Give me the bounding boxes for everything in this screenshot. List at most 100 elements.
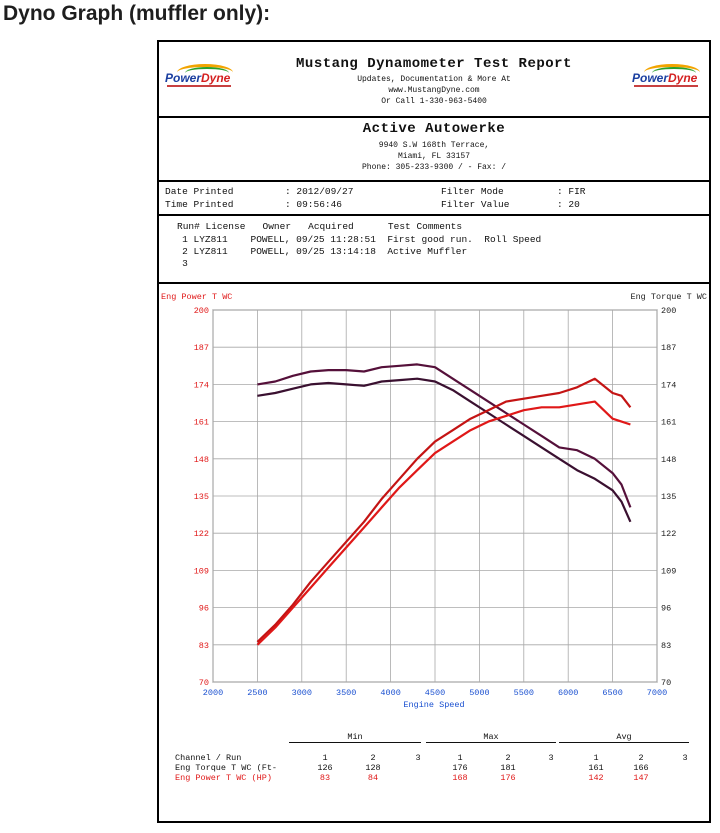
- y-tick-label-right: 148: [661, 455, 676, 465]
- filter-mode-value: : FIR: [557, 186, 586, 197]
- y-tick-label-right: 122: [661, 529, 676, 539]
- stats-cell: 84: [367, 773, 379, 783]
- dyno-chart: 2000 2500 3000 3500 4000 4500 5000 5500 6000 6500…: [161, 292, 707, 710]
- filter-value-value: : 20: [557, 199, 580, 210]
- report-title: Mustang Dynamometer Test Report: [296, 56, 572, 72]
- logo-swoosh-icon: [177, 64, 233, 81]
- y-tick-label-left: 174: [194, 380, 209, 390]
- y-tick-label-right: 161: [661, 418, 676, 428]
- stats-group-label: Avg: [616, 732, 632, 742]
- stats-group-rule: [559, 742, 689, 743]
- time-printed-label: Time Printed: [165, 199, 234, 210]
- chart-ticks: 2000 2500 3000 3500 4000 4500 5000 5500 6000 6500…: [194, 306, 677, 698]
- y-tick-label-left: 83: [199, 641, 209, 651]
- stats-header-label: Channel / Run: [175, 753, 242, 763]
- y-tick-label-left: 96: [199, 604, 209, 614]
- x-tick-label: 5500: [514, 688, 534, 698]
- time-printed-value: : 09:56:46: [285, 199, 343, 210]
- print-info-block: Date Printed : 2012/09/27 Time Printed :…: [159, 180, 709, 216]
- stats-cell: 83: [319, 773, 331, 783]
- stats-header-col: 2: [505, 753, 511, 763]
- y-tick-label-left: 161: [194, 418, 209, 428]
- y-tick-label-left: 122: [194, 529, 209, 539]
- stats-cell: 142: [588, 773, 604, 783]
- run-row: 2 LYZ811 POWELL, 09/25 13:14:18 Active M…: [165, 246, 468, 257]
- y-tick-label-right: 200: [661, 306, 676, 316]
- x-axis-label: Engine Speed: [403, 700, 464, 710]
- x-tick-label: 4500: [425, 688, 445, 698]
- report-header: PowerDyne Mustang Dynamometer Test Repor…: [159, 42, 709, 118]
- logo-swoosh-icon: [652, 67, 696, 79]
- report-subtitle-3: Or Call 1-330-963-5400: [381, 97, 487, 106]
- powerdyne-logo-left: PowerDyne: [165, 64, 235, 90]
- x-tick-label: 5000: [469, 688, 489, 698]
- date-printed-label: Date Printed: [165, 186, 234, 197]
- y-tick-label-right: 135: [661, 492, 676, 502]
- stats-cell: 161: [588, 763, 604, 773]
- y-tick-label-right: 83: [661, 641, 671, 651]
- stats-cell: 126: [317, 763, 333, 773]
- stats-group-label: Min: [347, 732, 363, 742]
- logo-underline: [167, 85, 231, 87]
- stats-cell: 166: [633, 763, 649, 773]
- run-row: 1 LYZ811 POWELL, 09/25 11:28:51 First go…: [165, 234, 542, 245]
- y-axis-left-label: Eng Power T WC: [161, 292, 232, 302]
- stats-group-rule: [289, 742, 421, 743]
- y-tick-label-right: 70: [661, 678, 671, 688]
- x-tick-label: 3000: [292, 688, 312, 698]
- x-tick-label: 7000: [647, 688, 667, 698]
- company-name: Active Autowerke: [362, 121, 506, 137]
- y-tick-label-left: 109: [194, 566, 209, 576]
- stats-header-col: 3: [548, 753, 554, 763]
- stats-header-col: 3: [682, 753, 688, 763]
- stats-row-label: Eng Power T WC (HP): [175, 773, 272, 783]
- date-printed-value: : 2012/09/27: [285, 186, 354, 197]
- x-tick-label: 3500: [336, 688, 356, 698]
- logo-brand: PowerDyne: [165, 71, 231, 85]
- runs-block: Run# License Owner Acquired Test Comment…: [159, 214, 709, 284]
- run-row: 3: [165, 258, 188, 269]
- dyno-report: PowerDyne Mustang Dynamometer Test Repor…: [157, 40, 711, 823]
- x-tick-label: 6000: [558, 688, 578, 698]
- x-tick-label: 4000: [380, 688, 400, 698]
- y-tick-label-right: 109: [661, 566, 676, 576]
- logo-underline: [634, 85, 698, 87]
- y-tick-label-left: 200: [194, 306, 209, 316]
- page-heading: Dyno Graph (muffler only):: [3, 2, 271, 25]
- stats-cell: 176: [452, 763, 468, 773]
- logo-swoosh-icon: [185, 67, 229, 79]
- stats-row-label: Eng Torque T WC (Ft-: [175, 763, 278, 773]
- chart-series: [256, 363, 632, 646]
- stats-cell: 147: [633, 773, 649, 783]
- stats-cell: 176: [500, 773, 516, 783]
- x-tick-label: 6500: [602, 688, 622, 698]
- series-line: [256, 377, 632, 643]
- stats-header-col: 2: [638, 753, 644, 763]
- stats-header-col: 1: [322, 753, 328, 763]
- stats-header-col: 1: [457, 753, 463, 763]
- logo-swoosh-icon: [644, 64, 700, 81]
- series-line: [256, 400, 631, 646]
- y-tick-label-left: 187: [194, 343, 209, 353]
- report-subtitle-2: www.MustangDyne.com: [388, 86, 480, 95]
- company-address-1: 9940 S.W 168th Terrace,: [378, 141, 490, 150]
- company-address-2: Miami, FL 33157: [397, 152, 470, 161]
- powerdyne-logo-right: PowerDyne: [632, 64, 702, 90]
- stats-header-col: 3: [415, 753, 421, 763]
- y-tick-label-left: 148: [194, 455, 209, 465]
- series-line: [257, 377, 632, 523]
- stats-group-label: Max: [483, 732, 499, 742]
- stats-cell: 128: [365, 763, 381, 773]
- runs-header: Run# License Owner Acquired Test Comment…: [177, 221, 463, 232]
- company-block: Active Autowerke 9940 S.W 168th Terrace,…: [159, 116, 709, 182]
- filter-value-label: Filter Value: [441, 199, 510, 210]
- logo-brand: PowerDyne: [632, 71, 698, 85]
- stats-header-col: 1: [593, 753, 599, 763]
- summary-table: Min Max Avg Channel / Run 1 2 3 1 2 3 1 2 3 Eng Torqu…: [159, 732, 709, 812]
- x-tick-label: 2500: [247, 688, 267, 698]
- y-axis-right-label: Eng Torque T WC: [630, 292, 707, 302]
- series-line: [257, 363, 632, 508]
- stats-cell: 181: [500, 763, 516, 773]
- stats-cell: 168: [452, 773, 468, 783]
- y-tick-label-right: 96: [661, 604, 671, 614]
